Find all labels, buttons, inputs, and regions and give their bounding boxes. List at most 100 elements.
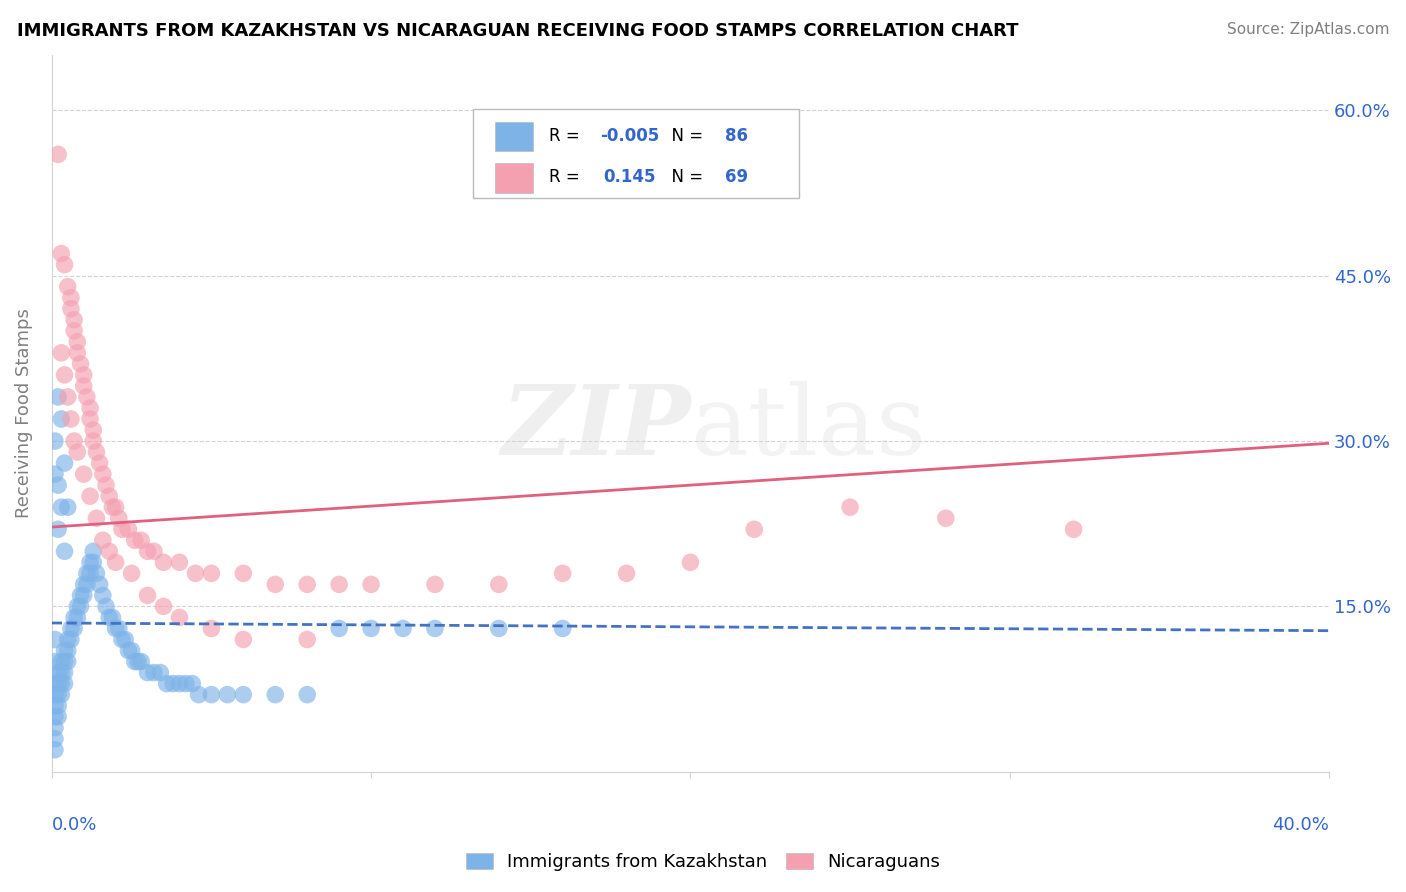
- Point: [76, 566, 98, 581]
- Point: [56, 500, 79, 515]
- Point: [360, 622, 382, 636]
- Point: [44, 688, 66, 702]
- Point: [94, 478, 117, 492]
- Bar: [495, 163, 533, 193]
- Point: [51, 665, 73, 680]
- Point: [66, 445, 89, 459]
- Point: [114, 632, 136, 647]
- FancyBboxPatch shape: [474, 109, 799, 199]
- Point: [44, 698, 66, 713]
- Point: [46, 522, 69, 536]
- Point: [129, 533, 152, 548]
- Point: [423, 577, 446, 591]
- Point: [53, 258, 76, 272]
- Point: [264, 577, 287, 591]
- Point: [232, 566, 254, 581]
- Point: [328, 577, 350, 591]
- Point: [66, 334, 89, 349]
- Point: [117, 522, 139, 536]
- Point: [51, 412, 73, 426]
- Point: [156, 676, 179, 690]
- Y-axis label: Receiving Food Stamps: Receiving Food Stamps: [15, 309, 32, 518]
- Point: [91, 533, 114, 548]
- Point: [200, 688, 222, 702]
- Point: [111, 632, 134, 647]
- Text: 69: 69: [725, 168, 748, 186]
- Point: [63, 312, 86, 326]
- Text: atlas: atlas: [690, 381, 927, 475]
- Point: [423, 622, 446, 636]
- Point: [181, 676, 204, 690]
- Point: [935, 511, 957, 525]
- Point: [839, 500, 862, 515]
- Point: [79, 489, 101, 503]
- Point: [59, 291, 82, 305]
- Point: [56, 655, 79, 669]
- Point: [91, 467, 114, 482]
- Point: [91, 588, 114, 602]
- Point: [328, 622, 350, 636]
- Point: [82, 423, 104, 437]
- Point: [44, 721, 66, 735]
- Point: [89, 577, 111, 591]
- Text: N =: N =: [661, 168, 709, 186]
- Bar: [495, 121, 533, 152]
- Point: [264, 688, 287, 702]
- Point: [616, 566, 638, 581]
- Point: [101, 610, 124, 624]
- Point: [142, 665, 165, 680]
- Point: [44, 676, 66, 690]
- Point: [69, 357, 91, 371]
- Point: [46, 478, 69, 492]
- Point: [63, 324, 86, 338]
- Point: [136, 544, 159, 558]
- Point: [152, 555, 174, 569]
- Point: [149, 665, 172, 680]
- Point: [111, 522, 134, 536]
- Point: [73, 467, 96, 482]
- Point: [44, 743, 66, 757]
- Point: [69, 599, 91, 614]
- Point: [51, 688, 73, 702]
- Text: -0.005: -0.005: [600, 127, 659, 145]
- Point: [98, 489, 121, 503]
- Point: [169, 555, 191, 569]
- Point: [56, 279, 79, 293]
- Point: [551, 622, 574, 636]
- Point: [73, 577, 96, 591]
- Point: [107, 622, 129, 636]
- Point: [121, 643, 143, 657]
- Point: [104, 622, 127, 636]
- Point: [98, 610, 121, 624]
- Point: [53, 368, 76, 382]
- Point: [184, 566, 207, 581]
- Point: [63, 622, 86, 636]
- Point: [66, 346, 89, 360]
- Point: [360, 577, 382, 591]
- Point: [217, 688, 239, 702]
- Legend: Immigrants from Kazakhstan, Nicaraguans: Immigrants from Kazakhstan, Nicaraguans: [458, 846, 948, 879]
- Point: [101, 500, 124, 515]
- Text: N =: N =: [661, 127, 709, 145]
- Text: IMMIGRANTS FROM KAZAKHSTAN VS NICARAGUAN RECEIVING FOOD STAMPS CORRELATION CHART: IMMIGRANTS FROM KAZAKHSTAN VS NICARAGUAN…: [17, 22, 1018, 40]
- Point: [136, 588, 159, 602]
- Text: ZIP: ZIP: [501, 381, 690, 475]
- Text: R =: R =: [548, 168, 591, 186]
- Point: [46, 147, 69, 161]
- Point: [76, 390, 98, 404]
- Point: [73, 379, 96, 393]
- Text: 86: 86: [725, 127, 748, 145]
- Point: [232, 632, 254, 647]
- Point: [53, 676, 76, 690]
- Point: [679, 555, 702, 569]
- Point: [82, 555, 104, 569]
- Point: [73, 368, 96, 382]
- Point: [46, 676, 69, 690]
- Point: [44, 467, 66, 482]
- Point: [295, 577, 318, 591]
- Point: [56, 643, 79, 657]
- Point: [86, 445, 108, 459]
- Point: [59, 632, 82, 647]
- Point: [104, 555, 127, 569]
- Point: [152, 599, 174, 614]
